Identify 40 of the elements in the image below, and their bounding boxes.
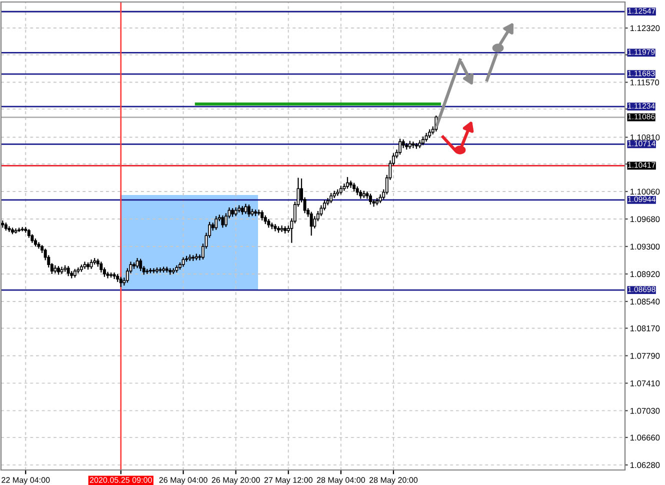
y-tick-label: 1.06280 <box>630 462 660 468</box>
candlestick <box>244 203 248 214</box>
candlestick <box>152 268 156 274</box>
candlestick <box>247 204 250 218</box>
x-tick-label: 26 May 20:00 <box>212 477 260 484</box>
candlestick <box>214 216 218 230</box>
candlestick <box>346 176 349 190</box>
x-tick-label: 28 May 20:00 <box>369 477 418 484</box>
x-tick-label: 27 May 12:00 <box>264 477 312 484</box>
y-tick-label: 1.10810 <box>630 134 660 140</box>
candlestick <box>66 265 70 277</box>
y-tick-label: 1.07030 <box>630 408 660 414</box>
candlestick <box>90 258 93 270</box>
x-tick-label: 26 May 04:00 <box>159 477 208 484</box>
candlestick <box>182 256 185 268</box>
candlestick <box>368 193 372 206</box>
y-tick-label: 1.09680 <box>630 216 660 222</box>
y-tick-label: 1.09300 <box>630 244 660 250</box>
y-tick-label: 1.08540 <box>630 298 660 305</box>
candlestick <box>136 258 139 269</box>
candlestick <box>100 261 103 274</box>
candlestick <box>221 214 224 228</box>
candlestick <box>139 258 142 272</box>
y-tick-label: 1.11570 <box>630 79 660 86</box>
x-tick-label: 28 May 04:00 <box>316 477 366 484</box>
candlestick <box>398 138 402 156</box>
y-tick-label: 1.08920 <box>630 271 660 278</box>
candlestick <box>330 192 333 204</box>
y-tick-label: 1.06660 <box>630 434 660 441</box>
y-tick-label: 1.10060 <box>630 188 660 195</box>
y-tick-label: 1.07410 <box>630 380 660 386</box>
y-tick-label: 1.07790 <box>630 352 660 359</box>
candlestick <box>260 210 264 222</box>
y-tick-label: 1.12320 <box>630 25 660 32</box>
y-tick-label: 1.08170 <box>630 325 660 332</box>
x-tick-label: 22 May 04:00 <box>2 477 50 484</box>
x-tick-label: 2020.05.25 09:00 <box>90 477 152 483</box>
candlestick <box>310 211 313 236</box>
candlestick <box>119 276 122 288</box>
candlestick <box>112 272 116 280</box>
